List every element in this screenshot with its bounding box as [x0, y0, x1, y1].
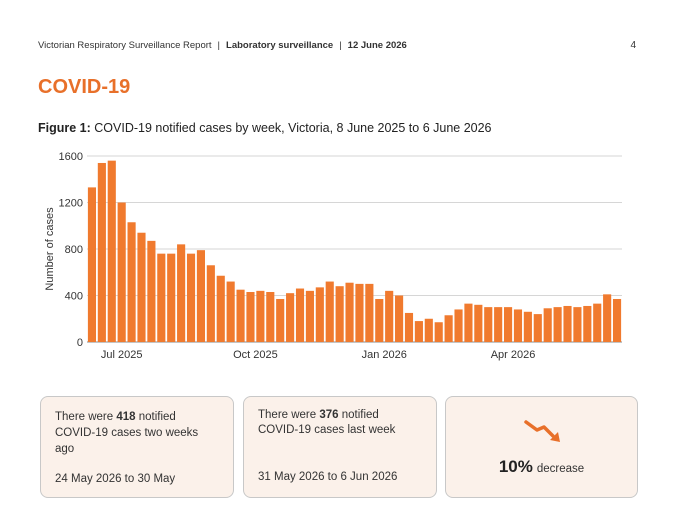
- card-text-line: There were 376 notified: [258, 409, 379, 421]
- bar: [325, 281, 334, 342]
- bar: [286, 293, 295, 342]
- card-text-line: There were 418 notified: [55, 411, 176, 423]
- bar: [553, 307, 562, 342]
- bar: [454, 309, 463, 342]
- report-date: 12 June 2026: [347, 40, 407, 51]
- card-text-line: COVID-19 cases last week: [258, 424, 396, 436]
- bar: [305, 290, 314, 342]
- bar: [444, 315, 453, 342]
- y-tick-label: 1600: [59, 151, 83, 163]
- bar: [563, 305, 572, 342]
- y-tick-label: 1200: [59, 198, 83, 210]
- trend-down-arrow-icon: [524, 420, 560, 442]
- bar: [216, 275, 225, 342]
- bar: [424, 318, 433, 342]
- bar: [97, 162, 106, 342]
- x-tick-label: Apr 2026: [491, 349, 536, 361]
- bar: [612, 298, 622, 342]
- bar: [494, 307, 503, 342]
- bar: [107, 160, 116, 342]
- bar: [543, 308, 552, 342]
- bar: [603, 294, 612, 342]
- bar: [375, 298, 384, 342]
- bar: [395, 295, 404, 342]
- bar: [583, 305, 592, 342]
- y-tick-label: 400: [65, 291, 83, 303]
- covid-cases-bar-chart: 0 400 800 1200 1600 Jul 2025 Oct 2025 Jan 2026 A…: [44, 151, 622, 361]
- bar: [276, 298, 285, 342]
- bar: [573, 307, 582, 342]
- report-title: Victorian Respiratory Surveillance Repor…: [38, 40, 212, 51]
- bar: [593, 303, 602, 342]
- bar: [236, 289, 245, 342]
- bar: [365, 283, 374, 342]
- bar: [256, 290, 265, 342]
- bar: [127, 222, 136, 342]
- bar: [335, 286, 344, 342]
- cases-value: 376: [319, 409, 339, 421]
- bar: [137, 232, 146, 342]
- bar: [404, 312, 414, 342]
- bar: [177, 244, 186, 342]
- card-text-line: COVID-19 cases two weeks: [55, 427, 199, 439]
- x-tick-label: Jan 2026: [362, 349, 407, 361]
- figure-label: Figure 1:: [38, 121, 91, 135]
- bar: [385, 290, 394, 342]
- figure-caption: Figure 1: COVID-19 notified cases by wee…: [38, 121, 492, 135]
- bar: [414, 321, 423, 342]
- bar: [266, 292, 275, 342]
- figure-caption-text: COVID-19 notified cases by week, Victori…: [94, 121, 492, 135]
- bar: [533, 314, 542, 342]
- last-week-card: There were 376 notified COVID-19 cases l…: [243, 396, 437, 498]
- y-axis-label: Number of cases: [44, 207, 56, 291]
- percent-direction: decrease: [536, 463, 585, 475]
- bar: [246, 292, 255, 342]
- bar: [206, 265, 215, 342]
- bar: [117, 202, 126, 342]
- page-title: COVID-19: [38, 76, 131, 98]
- bar: [484, 307, 493, 342]
- y-tick-label: 0: [77, 337, 83, 349]
- bar: [474, 304, 483, 342]
- bar: [504, 307, 513, 342]
- bar: [167, 253, 176, 342]
- x-tick-label: Jul 2025: [101, 349, 143, 361]
- bar: [147, 240, 156, 342]
- bar: [345, 282, 354, 342]
- report-section: Laboratory surveillance: [226, 40, 334, 51]
- bar: [523, 311, 532, 342]
- change-card: 10% decrease: [445, 396, 638, 498]
- bar: [157, 253, 166, 342]
- bar: [513, 309, 523, 342]
- header-separator: |: [217, 40, 221, 51]
- percent-change: 10% decrease: [446, 457, 637, 477]
- bar: [186, 253, 196, 342]
- date-range: 24 May 2026 to 30 May: [55, 473, 176, 485]
- bar: [87, 187, 97, 342]
- bar: [355, 283, 364, 342]
- percent-value: 10%: [498, 457, 533, 476]
- bar: [226, 281, 235, 342]
- two-weeks-ago-card: There were 418 notified COVID-19 cases t…: [40, 396, 234, 498]
- header-separator: |: [339, 40, 342, 51]
- bar: [464, 303, 473, 342]
- bar: [295, 288, 305, 342]
- cases-value: 418: [116, 411, 136, 423]
- bar: [196, 250, 205, 342]
- card-text-line: ago: [55, 443, 75, 455]
- x-tick-label: Oct 2025: [233, 349, 278, 361]
- bar: [434, 322, 443, 342]
- y-tick-label: 800: [65, 244, 83, 256]
- date-range: 31 May 2026 to 6 Jun 2026: [258, 471, 398, 483]
- page-number: 4: [630, 40, 636, 51]
- report-header: Victorian Respiratory Surveillance Repor…: [38, 40, 407, 51]
- bar: [315, 287, 324, 342]
